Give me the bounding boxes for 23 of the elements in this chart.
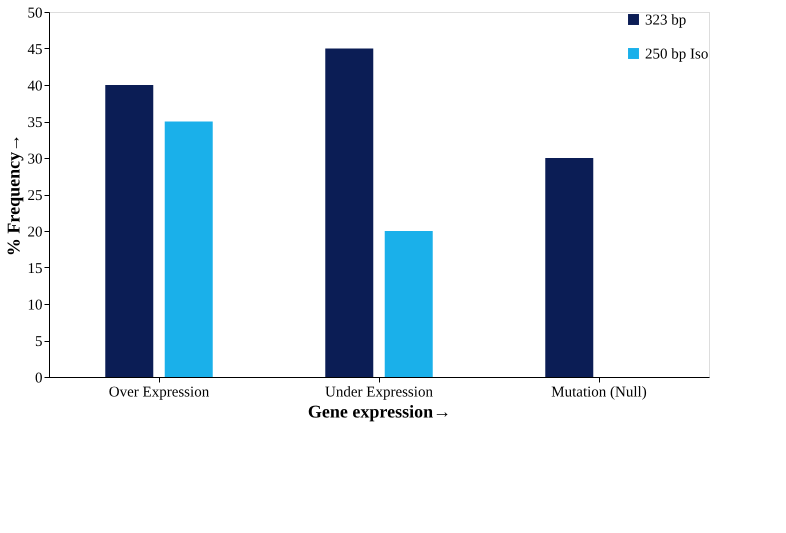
y-tick-label: 0	[35, 370, 42, 386]
y-tick-label: 10	[28, 298, 42, 314]
y-tick-label: 5	[35, 334, 42, 350]
y-tick-label: 25	[28, 188, 42, 204]
y-tick-label: 40	[28, 78, 42, 94]
legend-label: 250 bp Iso	[645, 46, 708, 62]
bar	[384, 231, 433, 377]
x-tick-label: Mutation (Null)	[551, 384, 647, 400]
y-tick-label: 15	[28, 261, 42, 277]
bar	[164, 122, 213, 377]
y-tick-label: 45	[28, 42, 42, 58]
bar	[325, 48, 374, 377]
y-tick-label: 20	[28, 224, 42, 240]
y-tick-label: 50	[28, 6, 42, 22]
legend-label: 323 bp	[645, 12, 686, 28]
bar	[105, 85, 154, 377]
x-axis-title: Gene expression→	[308, 402, 452, 422]
bar	[545, 158, 594, 377]
y-axis-title: % Frequency→	[4, 134, 24, 256]
y-tick-label: 30	[28, 152, 42, 168]
x-tick-label: Over Expression	[108, 384, 210, 400]
x-tick-label: Under Expression	[325, 384, 434, 400]
y-tick-label: 35	[28, 115, 42, 131]
